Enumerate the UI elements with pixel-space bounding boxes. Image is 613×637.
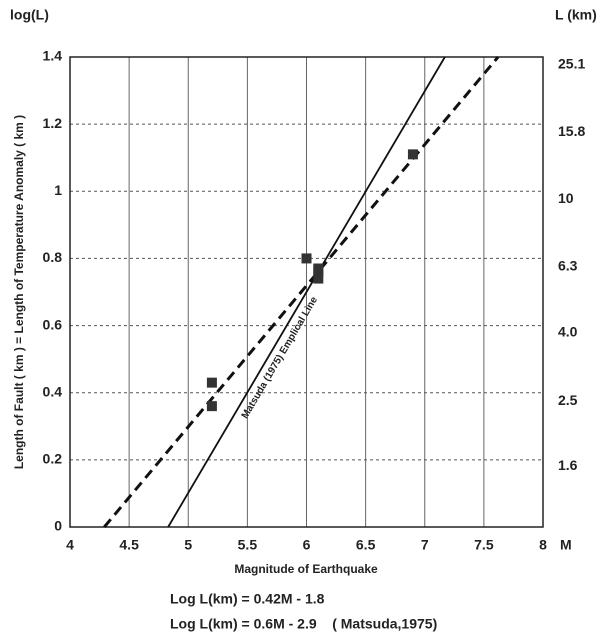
x-tick-label: 5 bbox=[184, 537, 192, 553]
plot-frame bbox=[69, 56, 544, 528]
y-tick-label: 0 bbox=[54, 518, 62, 534]
data-point bbox=[313, 273, 324, 284]
line-annotation: Matsuda (1975) Emplical Line bbox=[240, 295, 320, 421]
y2-tick-label: 1.6 bbox=[558, 457, 578, 473]
y-axis-label: Length of Fault ( km ) = Length of Tempe… bbox=[12, 115, 26, 469]
fit-line bbox=[167, 56, 446, 528]
y2-tick-label: 4.0 bbox=[558, 324, 578, 340]
data-point bbox=[206, 401, 217, 412]
y2-tick-label: 25.1 bbox=[558, 56, 585, 72]
x-tick-label: 7.5 bbox=[474, 537, 494, 553]
x-tick-label: 8 bbox=[539, 537, 547, 553]
x-tick-label: 4 bbox=[66, 537, 74, 553]
x-tick-label: 6 bbox=[303, 537, 311, 553]
right-axis-title: L (km) bbox=[555, 7, 597, 23]
y-tick-label: 0.2 bbox=[43, 451, 63, 467]
data-point bbox=[301, 253, 312, 264]
y2-tick-label: 6.3 bbox=[558, 257, 578, 273]
x-tick-label: 4.5 bbox=[119, 537, 139, 553]
fit-line bbox=[103, 56, 500, 528]
y2-tick-label: 2.5 bbox=[558, 392, 578, 408]
x-tick-label: 5.5 bbox=[238, 537, 258, 553]
y-tick-label: 0.6 bbox=[43, 316, 63, 332]
x-unit: M bbox=[560, 537, 572, 553]
y-tick-label: 1.2 bbox=[43, 115, 63, 131]
equation: Log L(km) = 0.42M - 1.8 bbox=[170, 591, 325, 607]
data-point bbox=[206, 377, 217, 388]
y-tick-label: 1 bbox=[54, 182, 62, 198]
y2-tick-label: 15.8 bbox=[558, 123, 585, 139]
data-point bbox=[313, 266, 324, 277]
equation: Log L(km) = 0.6M - 2.9 ( Matsuda,1975) bbox=[170, 616, 437, 632]
y-tick-label: 0.8 bbox=[43, 249, 63, 265]
y-tick-label: 0.4 bbox=[43, 383, 63, 399]
y-tick-label: 1.4 bbox=[43, 48, 63, 64]
data-point bbox=[407, 149, 418, 160]
y2-tick-label: 10 bbox=[558, 190, 574, 206]
x-tick-label: 7 bbox=[421, 537, 429, 553]
left-axis-title: log(L) bbox=[10, 7, 49, 23]
x-axis-label: Magnitude of Earthquake bbox=[234, 562, 378, 576]
x-tick-label: 6.5 bbox=[356, 537, 376, 553]
